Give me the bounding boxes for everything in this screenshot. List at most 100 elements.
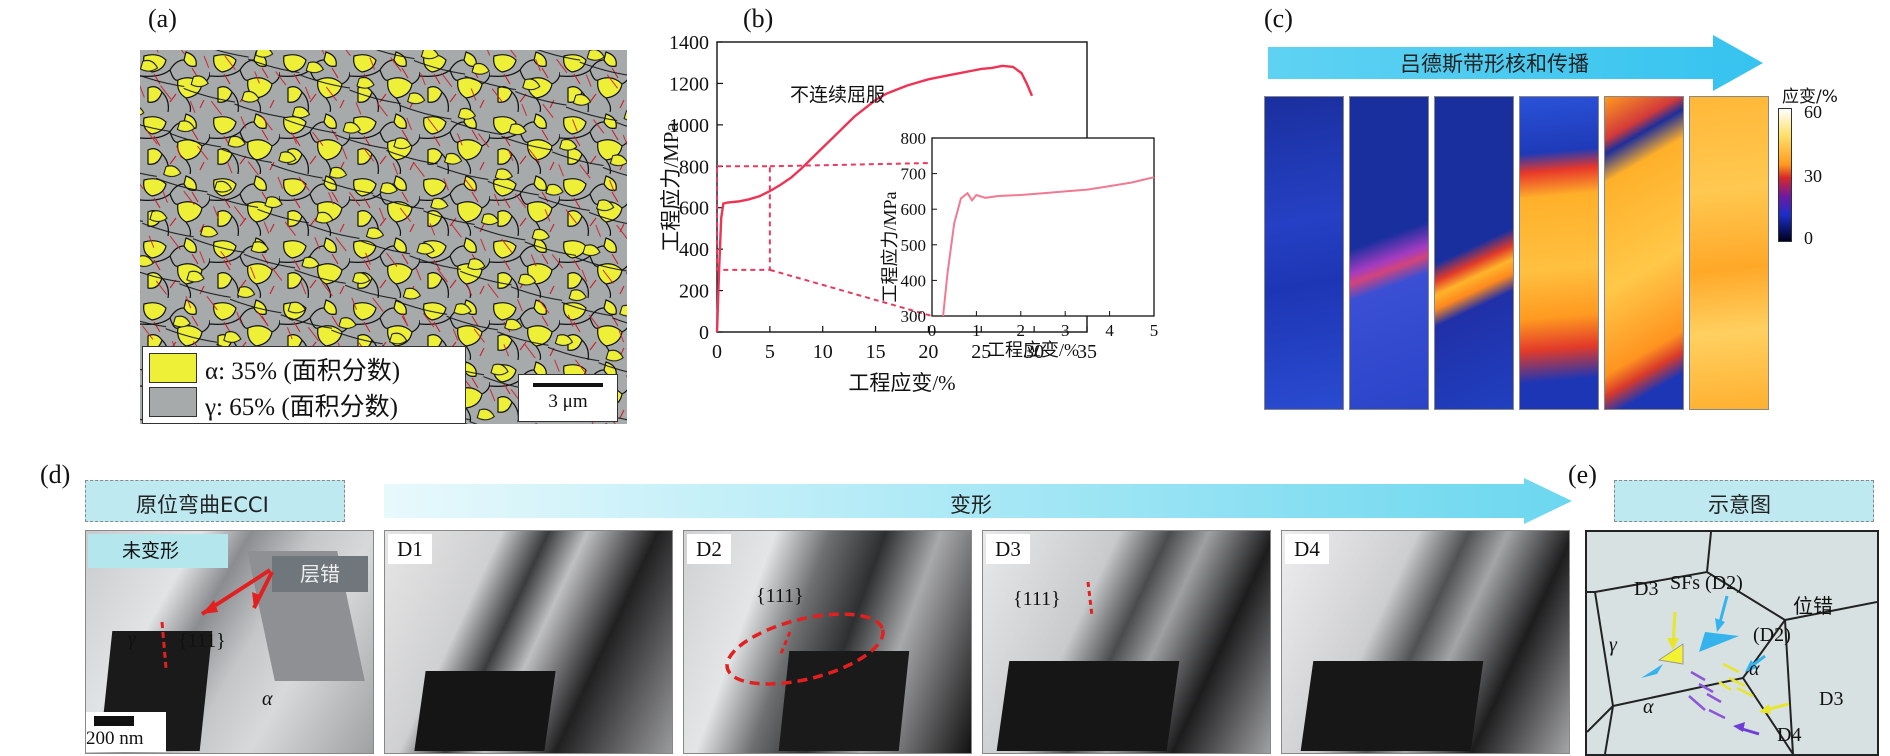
inset-x-tick-label-0: 0 [928, 321, 937, 340]
colorbar [1778, 108, 1792, 242]
inset-y-tick-label-3: 600 [901, 200, 927, 219]
x-tick-label-2: 10 [813, 341, 833, 363]
x-tick-label-7: 35 [1077, 341, 1097, 363]
panel-a-label: (a) [148, 4, 177, 33]
frame-label-d2: D2 [687, 534, 731, 564]
undeformed-tag: 未变形 [88, 534, 228, 568]
x-tick-label-0: 0 [712, 341, 722, 363]
legend-swatch-alpha [149, 353, 197, 383]
y-axis-label: 工程应力/MPa [660, 122, 683, 252]
y-tick-label-6: 1200 [669, 73, 709, 95]
inset-series-line-0 [942, 176, 1155, 317]
legend-swatch-gamma [149, 387, 197, 417]
d2-highlight [725, 612, 885, 686]
deformation-arrow-text: 变形 [950, 493, 992, 517]
scalebar-a-label: 3 μm [548, 391, 588, 412]
panel-e-label: (e) [1568, 460, 1597, 489]
stress-strain-chart: 0 5 10 15 20 25 30 350200400600800100012001400工… [660, 32, 1159, 395]
d3-dark-grain [996, 661, 1180, 751]
deformation-arrow [384, 478, 1572, 524]
gamma-label-d: γ [128, 628, 136, 650]
colorbar-tick-0: 0 [1804, 228, 1813, 248]
schematic-label-gamma: γ [1609, 634, 1617, 656]
legend-label-alpha: α: 35% (面积分数) [205, 358, 401, 385]
colorbar-title: 应变/% [1782, 87, 1838, 107]
inset-y-tick-label-5: 800 [901, 129, 927, 148]
inset-x-tick-label-2: 2 [1017, 321, 1026, 340]
scalebar-d: 200 nm [86, 712, 166, 752]
schematic-label-d4: D4 [1777, 724, 1802, 746]
inset-y-axis-label: 工程应力/MPa [880, 191, 900, 302]
x-axis-label: 工程应变/% [848, 371, 955, 395]
ecci-header-box [85, 480, 345, 522]
schematic-header-box [1614, 480, 1874, 522]
inset-y-tick-label-4: 700 [901, 165, 927, 184]
frame-label-d3: D3 [986, 534, 1030, 564]
y-tick-label-0: 0 [699, 322, 709, 344]
propagation-arrow-text: 吕德斯带形核和传播 [1400, 52, 1589, 76]
propagation-arrow [1268, 35, 1763, 91]
inset-x-tick-label-3: 3 [1061, 321, 1070, 340]
dic-strain-maps [1264, 96, 1770, 410]
plane-label-d2: {111} [756, 585, 804, 607]
schematic-label-d2: (D2) [1753, 624, 1791, 646]
scalebar-a-bar [533, 383, 603, 387]
y-tick-label-4: 800 [679, 156, 709, 178]
y-tick-label-7: 1400 [669, 32, 709, 54]
scalebar-d-bar [94, 716, 134, 726]
x-tick-label-3: 15 [866, 341, 886, 363]
inset-y-tick-label-2: 500 [901, 236, 927, 255]
dic-frame-4 [1519, 96, 1599, 410]
alpha-label-d: α [262, 688, 273, 710]
frame-label-d4: D4 [1285, 534, 1329, 564]
schematic-label-alpha-1: α [1749, 658, 1760, 680]
schematic: D3 SFs (D2) 位错 (D2) γ α α D3 D4 [1585, 530, 1879, 756]
x-tick-label-1: 5 [765, 341, 775, 363]
schematic-header-text: 示意图 [1708, 493, 1771, 517]
inset-frame [931, 137, 1155, 317]
x-tick-label-4: 20 [918, 341, 938, 363]
phase-map: α: 35% (面积分数) γ: 65% (面积分数) 3 μm [140, 50, 627, 424]
panel-c-label: (c) [1264, 4, 1293, 33]
y-tick-label-3: 600 [679, 198, 709, 220]
series-line-0 [715, 64, 1034, 333]
legend-label-gamma: γ: 65% (面积分数) [205, 394, 398, 421]
zoom-connector-top [769, 162, 933, 168]
scalebar-a: 3 μm [518, 374, 618, 422]
ecci-header-text: 原位弯曲ECCI [136, 493, 269, 517]
x-tick-label-5: 25 [971, 341, 991, 363]
schematic-label-sfs: SFs (D2) [1670, 572, 1743, 594]
y-tick-label-1: 200 [679, 281, 709, 303]
inset-x-tick-label-5: 5 [1150, 321, 1159, 340]
schematic-label-dislocation: 位错 [1793, 594, 1833, 618]
y-tick-label-5: 1000 [669, 115, 709, 137]
chart-b-annotation: 不连续屈服 [790, 84, 886, 106]
d1-dark-grain [414, 671, 556, 751]
colorbar-tick-30: 30 [1804, 166, 1822, 186]
schematic-label-d3-right: D3 [1819, 688, 1844, 710]
ecci-frame-d2 [683, 530, 972, 754]
dic-frame-5 [1604, 96, 1684, 410]
frame-label-d1: D1 [388, 534, 432, 564]
colorbar-tick-60: 60 [1804, 102, 1822, 122]
panel-d-label: (d) [40, 460, 71, 489]
x-tick-label-6: 30 [1024, 341, 1044, 363]
zoom-box [716, 165, 771, 271]
ecci-frame-d3 [982, 530, 1271, 754]
zoom-connector-bottom [769, 268, 933, 317]
ecci-frame-d4 [1281, 530, 1570, 754]
schematic-label-alpha-2: α [1643, 696, 1654, 718]
schematic-drawing [1587, 532, 1877, 754]
sf-arrows [160, 568, 274, 669]
d4-dark-grain [1300, 661, 1484, 751]
scalebar-d-label: 200 nm [86, 728, 144, 749]
inset-y-tick-label-0: 300 [901, 307, 927, 326]
dic-frame-1 [1264, 96, 1344, 410]
schematic-label-d3-top: D3 [1634, 578, 1659, 600]
panel-b-label: (b) [743, 4, 774, 33]
phase-legend: α: 35% (面积分数) γ: 65% (面积分数) [142, 346, 466, 424]
inset-x-axis-label: 工程应变/% [987, 340, 1079, 360]
y-tick-label-2: 400 [679, 239, 709, 261]
d3-trace [1086, 581, 1094, 617]
ecci-frame-d1 [384, 530, 673, 754]
